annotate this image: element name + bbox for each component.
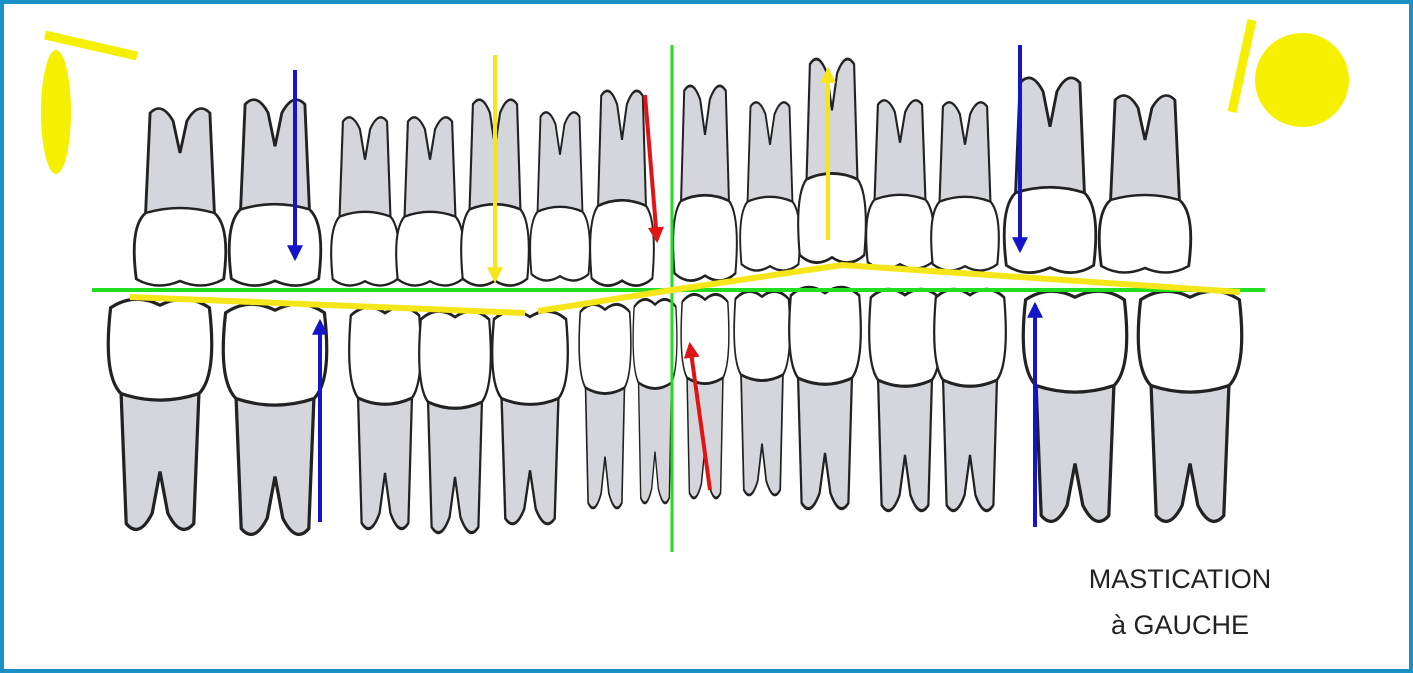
diagram: MASTICATION à GAUCHE — [0, 0, 1413, 673]
caption-line: à GAUCHE — [1111, 610, 1249, 640]
page: MASTICATION à GAUCHE (() => { const data… — [0, 0, 1413, 673]
caption-line: MASTICATION — [1089, 564, 1272, 594]
